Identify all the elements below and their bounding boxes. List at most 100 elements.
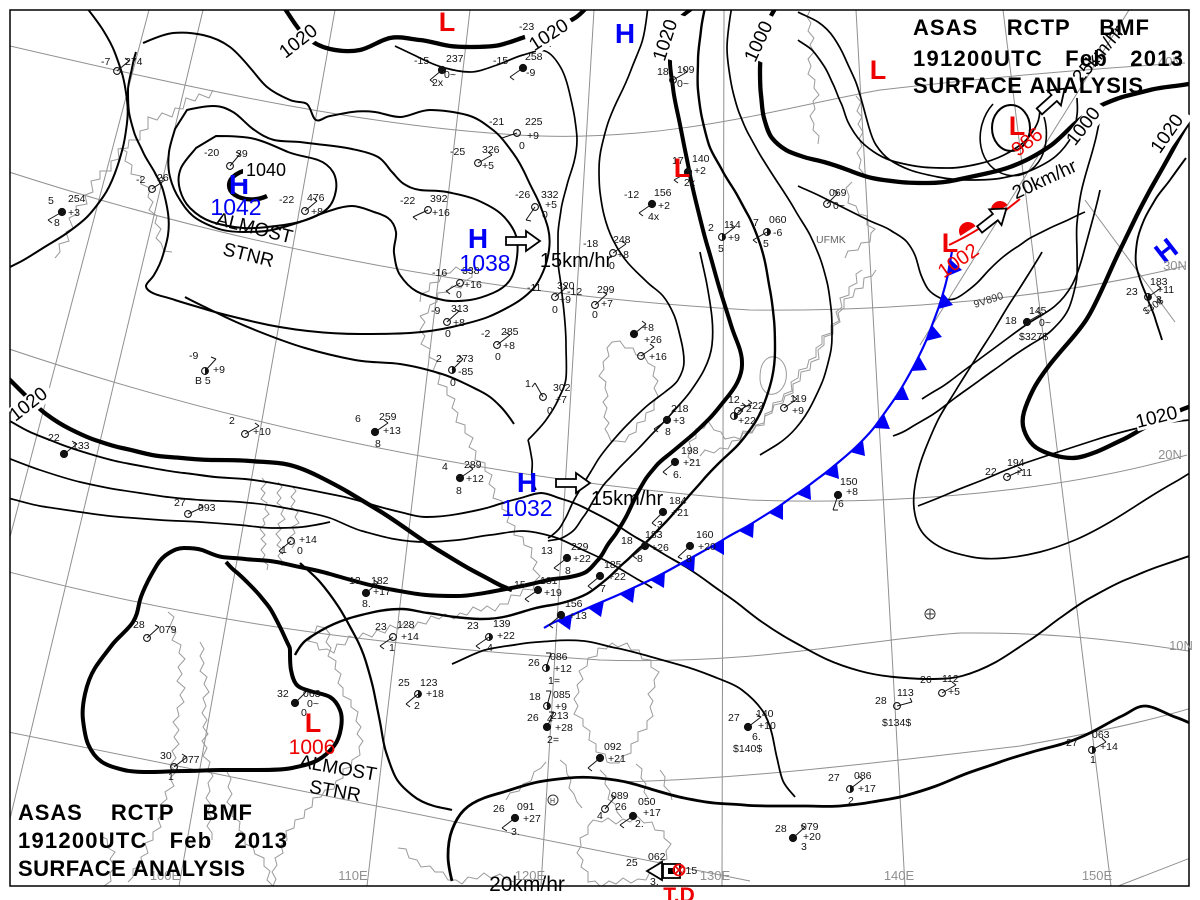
svg-text:320: 320	[557, 280, 575, 292]
svg-text:+17: +17	[858, 783, 876, 795]
svg-text:+5: +5	[482, 160, 494, 172]
svg-text:+12: +12	[466, 473, 484, 485]
svg-text:H: H	[550, 798, 555, 805]
svg-text:+14: +14	[1100, 741, 1118, 753]
svg-text:0~: 0~	[1039, 317, 1051, 329]
svg-text:191200UTC Feb 2013: 191200UTC Feb 2013	[18, 828, 287, 853]
svg-text:+11: +11	[1015, 467, 1032, 479]
svg-text:237: 237	[446, 53, 464, 65]
svg-text:4: 4	[487, 642, 493, 654]
svg-text:+8: +8	[453, 317, 465, 329]
svg-text:1032: 1032	[501, 495, 552, 521]
svg-text:+9: +9	[728, 232, 740, 244]
svg-text:+9: +9	[527, 130, 539, 142]
svg-text:+13: +13	[569, 610, 587, 622]
svg-text:-9: -9	[431, 305, 440, 317]
svg-text:25: 25	[398, 677, 410, 689]
svg-text:T.D: T.D	[663, 884, 695, 900]
svg-text:4: 4	[597, 810, 603, 822]
svg-text:+16: +16	[432, 207, 450, 219]
svg-text:+8: +8	[846, 486, 858, 498]
svg-text:0: 0	[547, 405, 553, 417]
svg-text:+7: +7	[601, 298, 613, 310]
svg-text:338: 338	[462, 265, 480, 277]
svg-text:-2: -2	[136, 174, 145, 186]
svg-text:+7: +7	[555, 394, 567, 406]
svg-text:+10: +10	[758, 720, 776, 732]
svg-text:+22: +22	[746, 400, 764, 412]
svg-text:ASAS RCTP BMF: ASAS RCTP BMF	[913, 15, 1149, 40]
svg-text:-9: -9	[526, 67, 535, 79]
svg-text:SURFACE ANALYSIS: SURFACE ANALYSIS	[913, 73, 1143, 98]
svg-text:23: 23	[467, 620, 479, 632]
svg-text:-26: -26	[515, 189, 530, 201]
svg-text:26: 26	[493, 803, 505, 815]
svg-text:258: 258	[525, 51, 543, 63]
svg-text:6: 6	[838, 498, 844, 510]
svg-text:120E: 120E	[515, 868, 546, 883]
svg-text:229: 229	[571, 541, 589, 553]
svg-text:18: 18	[529, 691, 541, 703]
svg-text:2=: 2=	[547, 734, 559, 746]
svg-text:22: 22	[985, 466, 997, 478]
svg-text:254: 254	[68, 193, 86, 205]
svg-text:13: 13	[349, 575, 361, 587]
svg-text:+13: +13	[383, 425, 401, 437]
svg-text:26: 26	[157, 172, 169, 184]
svg-text:-12: -12	[624, 189, 639, 201]
svg-text:H: H	[615, 18, 635, 49]
svg-text:3: 3	[657, 519, 663, 531]
svg-text:+22: +22	[573, 553, 591, 565]
svg-text:299: 299	[597, 284, 615, 296]
svg-text:+18: +18	[426, 688, 444, 700]
svg-text:25: 25	[626, 857, 638, 869]
svg-text:0~: 0~	[444, 69, 456, 81]
svg-text:285: 285	[501, 326, 519, 338]
svg-text:191200UTC Feb 2013: 191200UTC Feb 2013	[913, 46, 1183, 71]
svg-text:L: L	[674, 153, 691, 183]
svg-text:392: 392	[430, 193, 448, 205]
svg-text:062: 062	[648, 851, 666, 863]
svg-text:213: 213	[551, 710, 569, 722]
svg-text:274: 274	[125, 56, 143, 68]
svg-text:0: 0	[456, 289, 462, 301]
svg-text:27: 27	[828, 772, 840, 784]
svg-text:7: 7	[753, 217, 759, 229]
svg-text:332: 332	[541, 189, 559, 201]
svg-text:L: L	[870, 55, 887, 85]
svg-text:139: 139	[493, 618, 511, 630]
svg-text:-21: -21	[489, 116, 504, 128]
svg-text:-12: -12	[567, 286, 582, 298]
svg-text:+26: +26	[644, 334, 662, 346]
svg-text:302: 302	[553, 382, 571, 394]
svg-text:32: 32	[277, 688, 289, 700]
svg-text:+20: +20	[803, 831, 821, 843]
svg-text:10N: 10N	[1169, 638, 1193, 653]
svg-text:-25: -25	[450, 146, 465, 158]
svg-text:198: 198	[681, 445, 699, 457]
svg-text:133: 133	[72, 440, 90, 452]
svg-text:+16: +16	[464, 279, 482, 291]
svg-text:089: 089	[611, 790, 629, 802]
svg-text:0: 0	[609, 260, 615, 272]
svg-text:0: 0	[519, 140, 525, 152]
svg-text:-22: -22	[400, 195, 415, 207]
svg-text:3: 3	[1156, 294, 1162, 306]
svg-text:UFMK: UFMK	[816, 234, 846, 246]
svg-text:$134$: $134$	[882, 717, 911, 729]
svg-text:1: 1	[281, 544, 287, 556]
svg-text:28: 28	[875, 695, 887, 707]
svg-text:0: 0	[450, 377, 456, 389]
svg-text:156: 156	[654, 187, 672, 199]
svg-text:109: 109	[677, 64, 695, 76]
svg-text:+14: +14	[299, 534, 317, 546]
svg-text:2: 2	[708, 222, 714, 234]
svg-text:27: 27	[1066, 737, 1078, 749]
svg-text:086: 086	[854, 770, 872, 782]
svg-text:+9: +9	[792, 405, 804, 417]
svg-text:13: 13	[541, 545, 553, 557]
svg-text:72: 72	[740, 403, 752, 415]
svg-text:128: 128	[397, 619, 415, 631]
svg-text:1: 1	[168, 771, 174, 783]
svg-text:-15: -15	[493, 55, 508, 67]
